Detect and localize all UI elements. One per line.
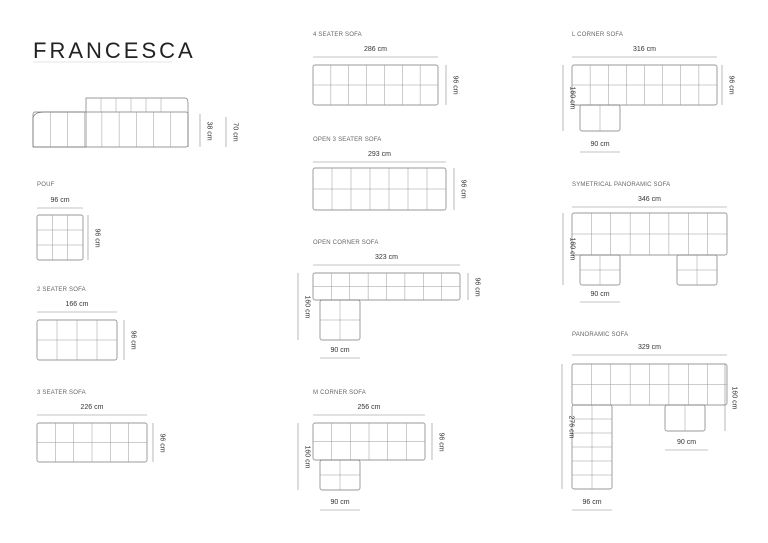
dimension-label: 96 cm [158,432,166,453]
dimension-label: 160 cm [303,445,311,468]
symmetrical-panoramic-label: SYMETRICAL PANORAMIC SOFA [572,182,671,188]
side-view-seat [32,111,189,148]
dimension-label: 286 cm [364,46,387,53]
l-corner-label: L CORNER SOFA [572,32,624,38]
open-three-seater-label: OPEN 3 SEATER SOFA [313,137,382,143]
two-seater-label: 2 SEATER SOFA [37,287,86,293]
dimension-label: 160 cm [568,86,576,110]
open-corner-label: OPEN CORNER SOFA [313,240,379,246]
dimension-label: 96 cm [459,179,467,199]
dimension-label: 96 cm [437,431,445,452]
dimension-label: 226 cm [80,404,104,411]
dimension-label: 70 cm [231,122,239,142]
dimension-label: 316 cm [633,46,656,53]
dimension-label: 38 cm [205,120,213,141]
m-corner-label: M CORNER SOFA [313,390,366,396]
dimension-label: 96 cm [129,330,137,350]
dimension-label: 160 cm [303,295,311,318]
dimension-label: 90 cm [676,439,697,446]
dimension-label: 96 cm [727,75,735,95]
dimension-label: 96 cm [50,197,70,204]
dimension-label: 96 cm [473,276,481,297]
dimension-label: 256 cm [357,404,381,411]
pouf-label: POUF [37,182,55,188]
side-view-chaise [32,111,87,148]
dimension-label: 90 cm [330,347,350,354]
dimension-label: 329 cm [638,344,661,351]
dimension-label: 96 cm [582,499,602,506]
dimension-label: 323 cm [375,254,398,261]
four-seater-label: 4 SEATER SOFA [313,32,362,38]
dimension-label: 293 cm [368,151,391,158]
panoramic-label: PANORAMIC SOFA [572,332,629,338]
three-seater-label: 3 SEATER SOFA [37,390,86,396]
side-view-back [85,97,189,147]
dimension-label: 346 cm [638,196,661,203]
dimension-label: 276 cm [567,415,575,438]
page-title: FRANCESCA [33,38,196,63]
dimension-label: 160 cm [730,386,738,409]
pouf [36,214,84,261]
dimension-label: 96 cm [93,227,101,248]
dimension-label: 90 cm [590,141,610,148]
dimension-label: 96 cm [451,75,459,95]
dimension-label: 90 cm [590,291,610,298]
dimension-label: 166 cm [65,301,89,308]
dimension-label: 90 cm [330,499,350,506]
dimension-label: 160 cm [568,237,576,261]
